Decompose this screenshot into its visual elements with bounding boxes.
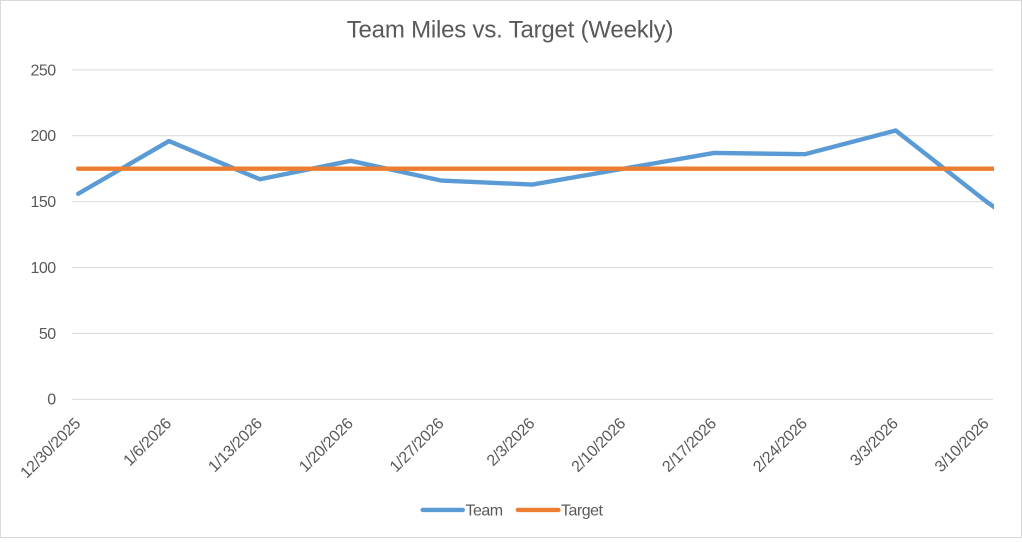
svg-text:2/24/2026: 2/24/2026 (750, 415, 811, 476)
svg-text:1/6/2026: 1/6/2026 (121, 415, 176, 470)
svg-text:1/27/2026: 1/27/2026 (387, 415, 448, 476)
svg-text:3/10/2026: 3/10/2026 (932, 415, 993, 476)
svg-text:12/30/2025: 12/30/2025 (18, 415, 85, 482)
svg-text:100: 100 (30, 260, 56, 277)
svg-text:Team: Team (466, 503, 503, 520)
svg-text:50: 50 (39, 326, 56, 343)
svg-text:1/20/2026: 1/20/2026 (296, 415, 357, 476)
svg-text:2/3/2026: 2/3/2026 (484, 415, 539, 470)
svg-text:Target: Target (561, 503, 604, 520)
svg-text:150: 150 (30, 194, 56, 211)
svg-text:0: 0 (47, 392, 56, 409)
svg-text:1/13/2026: 1/13/2026 (205, 415, 266, 476)
svg-text:2/10/2026: 2/10/2026 (569, 415, 630, 476)
svg-text:250: 250 (30, 62, 56, 79)
svg-text:200: 200 (30, 128, 56, 145)
svg-text:Team Miles vs. Target (Weekly): Team Miles vs. Target (Weekly) (347, 17, 674, 44)
svg-text:2/17/2026: 2/17/2026 (659, 415, 720, 476)
svg-text:3/3/2026: 3/3/2026 (847, 415, 902, 470)
